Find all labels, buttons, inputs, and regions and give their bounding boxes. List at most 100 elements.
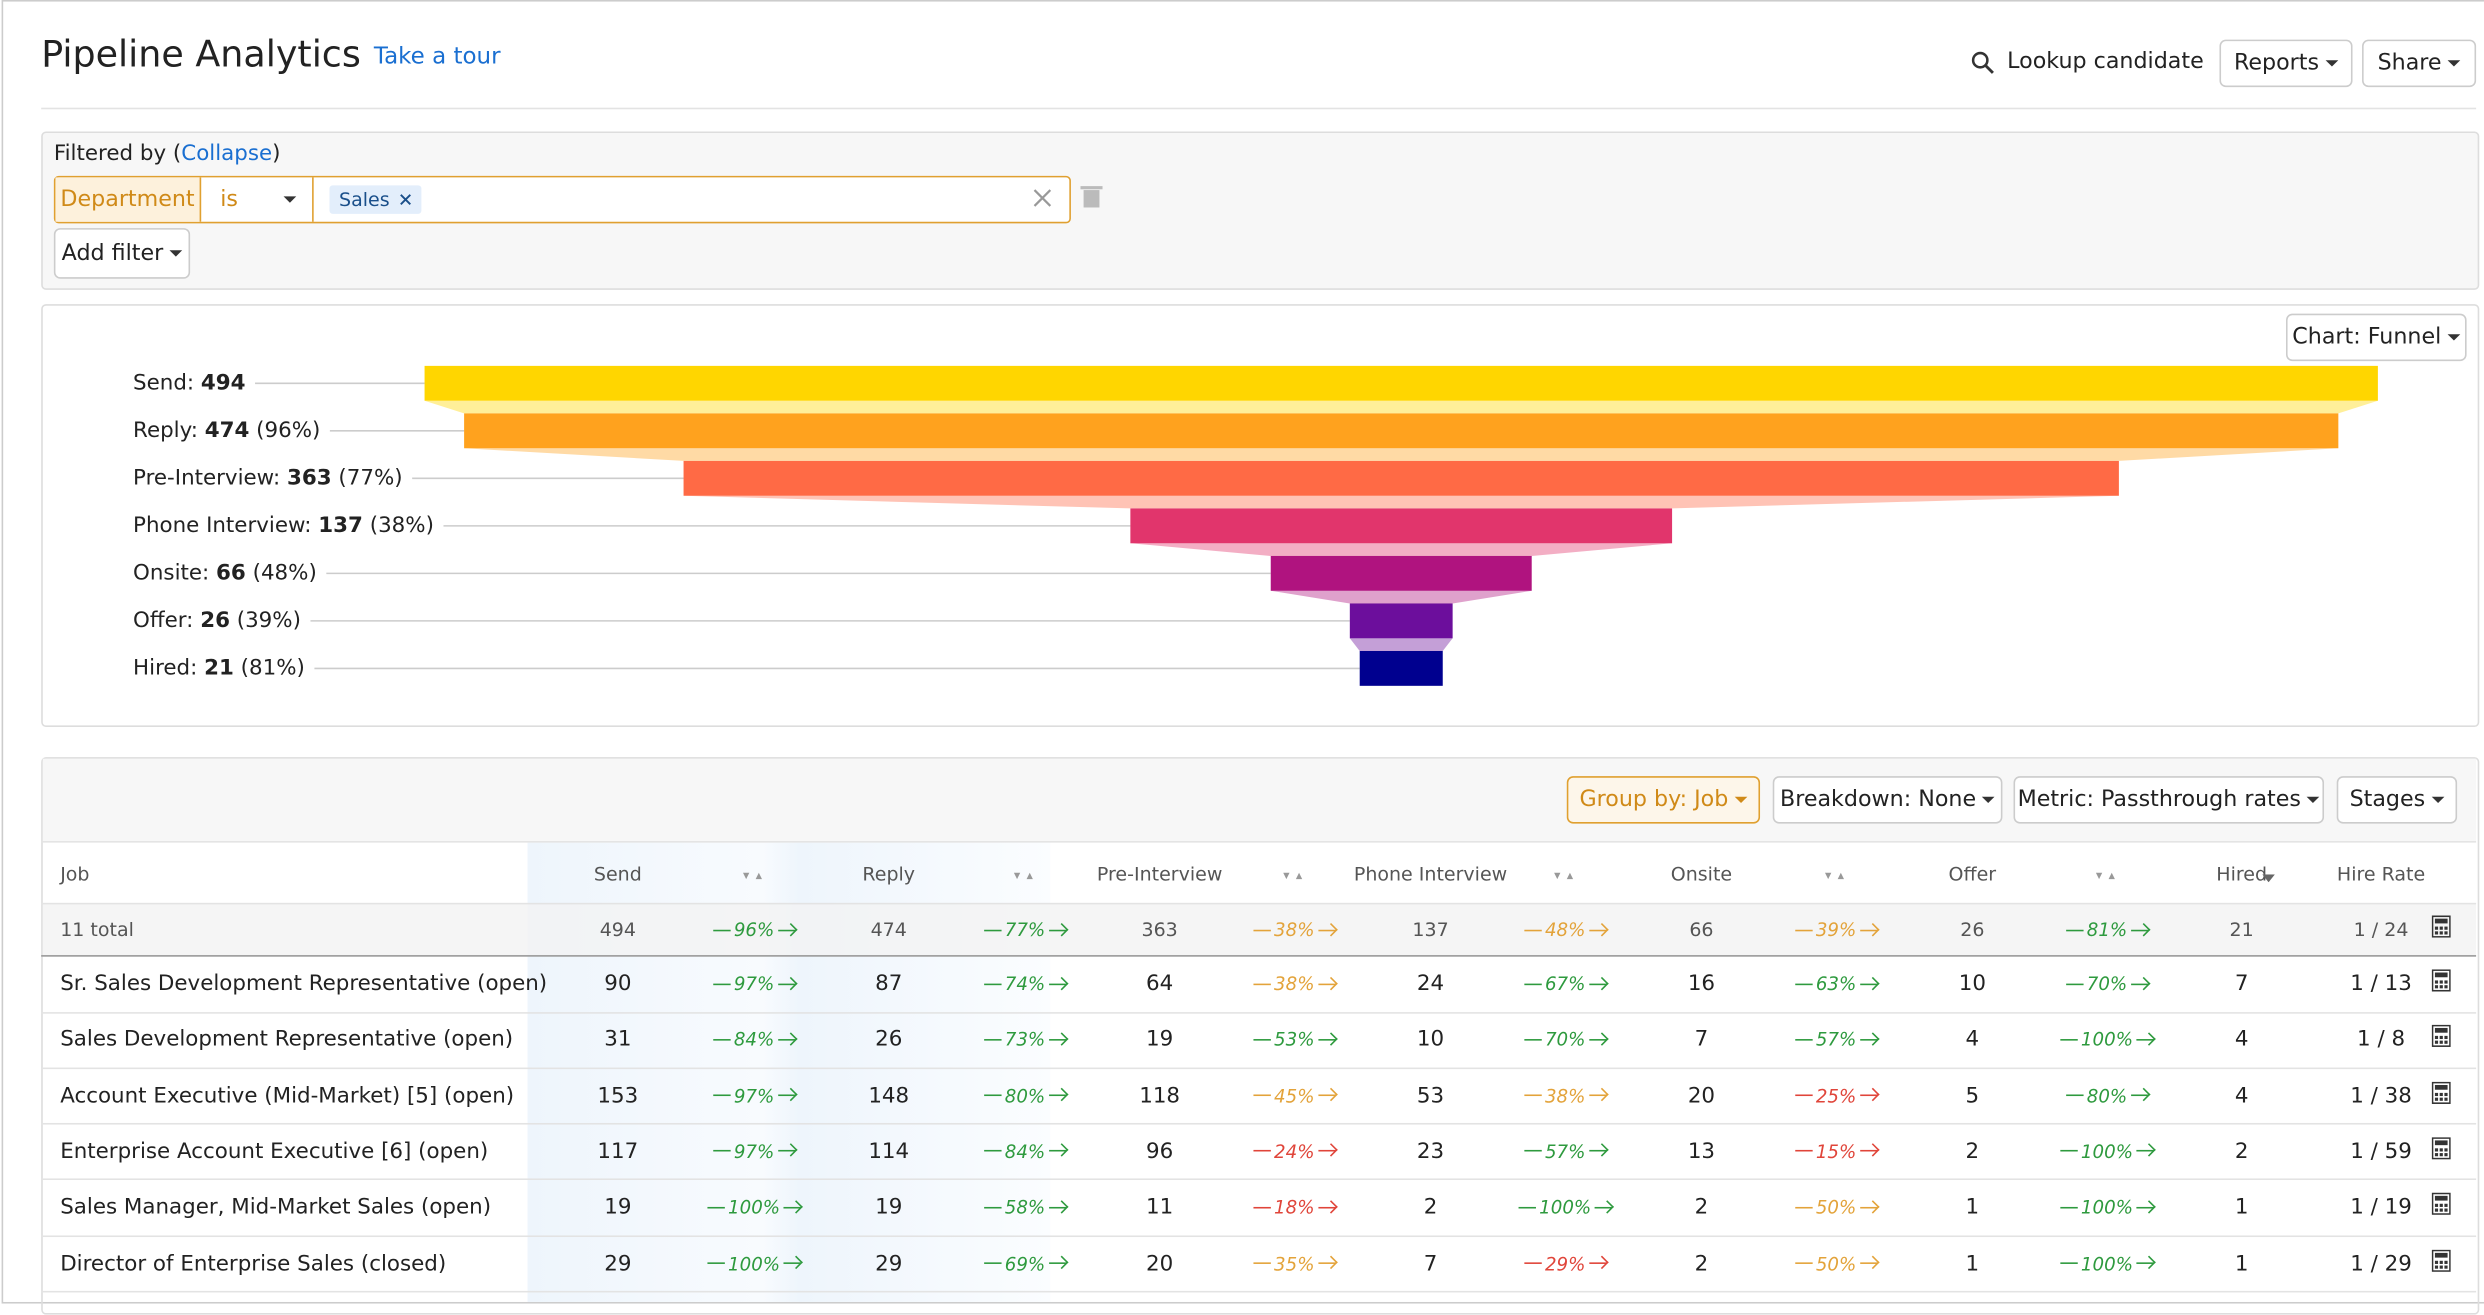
rate-label: 67% — [1545, 973, 1585, 995]
funnel-chart: Send: 494Reply: 474 (96%)Pre-Interview: … — [0, 0, 2484, 744]
funnel-bar — [1360, 651, 1443, 686]
rate-cell: 100% — [707, 1196, 800, 1218]
rate-dash — [1253, 1151, 1270, 1153]
stage-label: Reply: 474 (96%) — [133, 418, 320, 443]
sort-icon-glyph — [2262, 874, 2275, 882]
sort-icon — [743, 862, 765, 887]
rate-label: 97% — [734, 973, 774, 995]
stage-rate: (38%) — [370, 513, 434, 538]
calculator-icon-glyph — [2432, 1081, 2451, 1103]
rate-dash — [2066, 983, 2083, 985]
rate-dash — [984, 1095, 1001, 1097]
job-name: Sr. Sales Development Representative (op… — [60, 971, 547, 996]
count-cell: 1 / 29 — [2350, 1250, 2412, 1275]
stage-name: Pre-Interview: — [133, 465, 280, 490]
count-cell: 26 — [1960, 919, 1984, 941]
rate-label: 81% — [2087, 919, 2127, 941]
row-divider — [41, 1291, 2476, 1293]
rate-arrow — [783, 1262, 800, 1264]
column-header[interactable]: Onsite — [1671, 863, 1732, 885]
job-name: Sales Manager, Mid-Market Sales (open) — [60, 1195, 491, 1220]
metric-button[interactable]: Metric: Passthrough rates — [2014, 776, 2325, 824]
rate-arrow — [1860, 1206, 1877, 1208]
count-cell: 29 — [604, 1250, 631, 1275]
rate-arrow — [777, 1095, 794, 1097]
rate-dash — [1253, 983, 1270, 985]
column-header[interactable]: Hired — [2216, 863, 2267, 885]
rate-arrow — [1048, 1206, 1065, 1208]
count-cell: 1 / 38 — [2350, 1083, 2412, 1108]
rate-label: 35% — [1274, 1252, 1314, 1274]
metric-label: Metric: Passthrough rates — [2018, 787, 2301, 812]
rate-cell: 100% — [2060, 1196, 2153, 1218]
rate-arrow — [777, 929, 794, 931]
column-header[interactable]: Offer — [1949, 863, 1997, 885]
job-name: Director of Enterprise Sales (closed) — [60, 1250, 446, 1275]
count-cell: 20 — [1146, 1250, 1173, 1275]
rate-dash — [713, 1151, 730, 1153]
count-cell: 16 — [1688, 971, 1715, 996]
rate-label: 63% — [1816, 973, 1856, 995]
column-header[interactable]: Phone Interview — [1354, 863, 1507, 885]
count-cell: 1 — [1966, 1250, 1980, 1275]
rate-label: 100% — [2081, 1140, 2133, 1162]
count-cell: 1 — [2235, 1250, 2249, 1275]
column-header[interactable]: Job — [60, 863, 89, 885]
rate-cell: 80% — [984, 1084, 1066, 1106]
count-cell: 1 / 19 — [2350, 1195, 2412, 1220]
funnel-connector — [1271, 591, 1532, 604]
rate-label: 100% — [728, 1252, 780, 1274]
calculator-icon — [2432, 915, 2451, 944]
rate-label: 84% — [1005, 1140, 1045, 1162]
count-cell: 2 — [1966, 1139, 1980, 1164]
sort-icon — [1283, 862, 1305, 887]
rate-label: 100% — [1539, 1196, 1591, 1218]
column-header[interactable]: Send — [594, 863, 642, 885]
rate-arrow — [1048, 929, 1065, 931]
rate-arrow — [1318, 929, 1335, 931]
count-cell: 87 — [875, 971, 902, 996]
rate-dash — [984, 983, 1001, 985]
column-header[interactable]: Reply — [862, 863, 915, 885]
count-cell: 148 — [868, 1083, 909, 1108]
count-cell: 494 — [600, 919, 636, 941]
rate-dash — [1795, 1151, 1812, 1153]
row-divider — [41, 1179, 2476, 1181]
sort-icon-glyph — [1283, 871, 1305, 881]
job-name: Account Executive (Mid-Market) [5] (open… — [60, 1083, 514, 1108]
rate-dash — [1524, 1151, 1541, 1153]
rate-cell: 50% — [1795, 1252, 1877, 1274]
rate-arrow — [1318, 1206, 1335, 1208]
rate-arrow — [2136, 1262, 2153, 1264]
stage-label: Hired: 21 (81%) — [133, 655, 305, 680]
column-header[interactable]: Pre-Interview — [1097, 863, 1222, 885]
rate-cell: 15% — [1795, 1140, 1877, 1162]
count-cell: 19 — [875, 1195, 902, 1220]
calculator-icon — [2432, 1249, 2451, 1278]
rate-cell: 84% — [984, 1140, 1066, 1162]
stage-name: Offer: — [133, 608, 193, 633]
rate-dash — [1253, 1262, 1270, 1264]
rate-dash — [984, 929, 1001, 931]
group-button[interactable]: Group by: Job — [1567, 776, 1760, 824]
stages-button[interactable]: Stages — [2337, 776, 2457, 824]
rate-dash — [1524, 1262, 1541, 1264]
column-header[interactable]: Hire Rate — [2337, 863, 2425, 885]
stage-value: 21 — [204, 655, 234, 680]
stage-rate: (48%) — [253, 560, 317, 585]
calculator-icon-glyph — [2432, 1025, 2451, 1047]
rate-arrow — [1860, 1151, 1877, 1153]
count-cell: 66 — [1689, 919, 1713, 941]
rate-label: 38% — [1545, 1084, 1585, 1106]
calculator-icon-glyph — [2432, 1193, 2451, 1215]
rate-cell: 29% — [1524, 1252, 1606, 1274]
rate-cell: 96% — [713, 919, 795, 941]
rate-cell: 70% — [1524, 1028, 1606, 1050]
row-divider — [41, 1235, 2476, 1237]
rate-cell: 67% — [1524, 973, 1606, 995]
rate-dash — [713, 929, 730, 931]
rate-cell: 38% — [1524, 1084, 1606, 1106]
rate-label: 77% — [1005, 919, 1045, 941]
breakdown-button[interactable]: Breakdown: None — [1773, 776, 2003, 824]
